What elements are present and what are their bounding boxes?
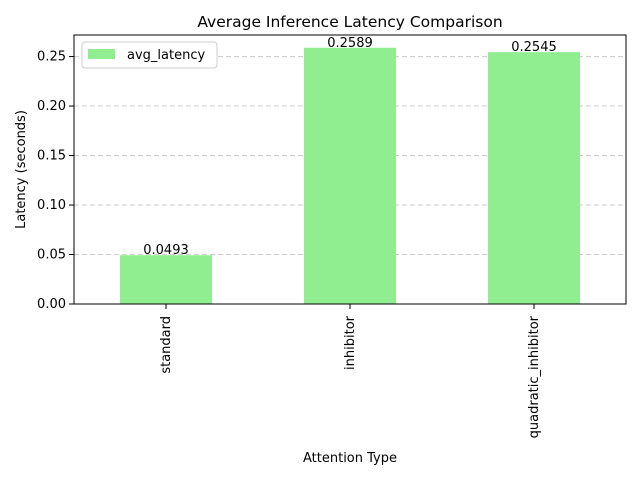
data-label: 0.2545: [511, 40, 557, 55]
bar: [488, 52, 580, 304]
y-tick-label: 0.00: [37, 297, 66, 312]
legend-label: avg_latency: [127, 48, 205, 63]
y-axis-label: Latency (seconds): [14, 110, 29, 229]
x-tick-label: quadratic_inhibitor: [527, 315, 542, 438]
legend-swatch: [88, 49, 115, 59]
data-label-layer: 0.0493 0.2589 0.2545: [143, 36, 557, 258]
bar: [304, 47, 396, 304]
y-axis: 0.00 0.05 0.10 0.15 0.20 0.25: [37, 50, 74, 312]
y-tick-label: 0.20: [37, 99, 66, 114]
data-label: 0.0493: [143, 243, 189, 258]
bar-layer: [120, 47, 580, 304]
x-tick-label: inhibitor: [343, 315, 358, 370]
y-tick-label: 0.25: [37, 50, 66, 65]
legend-box: [81, 41, 218, 69]
data-label: 0.2589: [327, 36, 373, 51]
y-tick-label: 0.05: [37, 248, 66, 263]
chart-title: Average Inference Latency Comparison: [197, 13, 502, 31]
x-tick-label: standard: [159, 316, 174, 374]
bar: [120, 255, 212, 304]
legend: avg_latency: [81, 41, 218, 69]
y-tick-label: 0.15: [37, 149, 66, 164]
y-tick-label: 0.10: [37, 198, 66, 213]
x-axis-label: Attention Type: [303, 451, 397, 466]
x-axis: standard inhibitor quadratic_inhibitor: [159, 304, 542, 438]
